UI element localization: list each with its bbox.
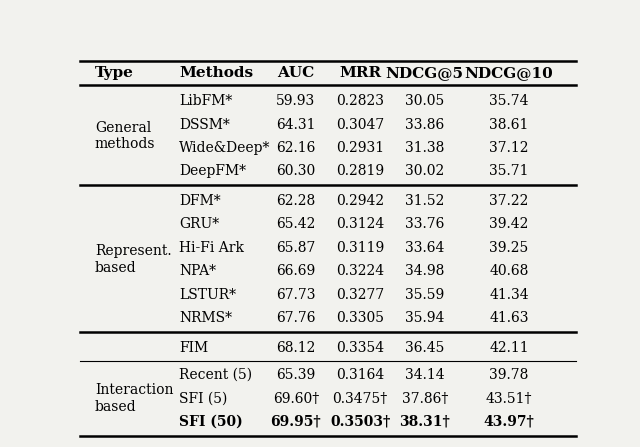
Text: Wide&Deep*: Wide&Deep*	[179, 141, 271, 155]
Text: DFM*: DFM*	[179, 194, 221, 208]
Text: 0.2942: 0.2942	[336, 194, 384, 208]
Text: 37.12: 37.12	[490, 141, 529, 155]
Text: 69.60†: 69.60†	[273, 392, 319, 405]
Text: 41.63: 41.63	[490, 311, 529, 325]
Text: Recent (5): Recent (5)	[179, 368, 252, 382]
Text: 38.31†: 38.31†	[399, 415, 450, 429]
Text: 39.25: 39.25	[490, 241, 529, 255]
Text: 33.86: 33.86	[405, 118, 444, 131]
Text: 0.2819: 0.2819	[336, 164, 384, 178]
Text: 60.30: 60.30	[276, 164, 316, 178]
Text: General
methods: General methods	[95, 121, 156, 152]
Text: 30.02: 30.02	[405, 164, 444, 178]
Text: 0.3224: 0.3224	[336, 264, 384, 278]
Text: DeepFM*: DeepFM*	[179, 164, 246, 178]
Text: DSSM*: DSSM*	[179, 118, 230, 131]
Text: 37.22: 37.22	[490, 194, 529, 208]
Text: GRU*: GRU*	[179, 217, 220, 232]
Text: 33.76: 33.76	[405, 217, 444, 232]
Text: 43.97†: 43.97†	[484, 415, 534, 429]
Text: 0.3119: 0.3119	[336, 241, 385, 255]
Text: 0.3354: 0.3354	[336, 341, 384, 354]
Text: Interaction
based: Interaction based	[95, 384, 173, 413]
Text: 35.71: 35.71	[490, 164, 529, 178]
Text: 35.74: 35.74	[490, 94, 529, 108]
Text: AUC: AUC	[277, 66, 314, 80]
Text: 31.52: 31.52	[405, 194, 444, 208]
Text: 37.86†: 37.86†	[401, 392, 448, 405]
Text: Hi-Fi Ark: Hi-Fi Ark	[179, 241, 244, 255]
Text: NDCG@10: NDCG@10	[465, 66, 554, 80]
Text: Methods: Methods	[179, 66, 253, 80]
Text: 0.3164: 0.3164	[336, 368, 385, 382]
Text: 38.61: 38.61	[490, 118, 529, 131]
Text: 42.11: 42.11	[489, 341, 529, 354]
Text: 39.78: 39.78	[490, 368, 529, 382]
Text: 31.38: 31.38	[405, 141, 444, 155]
Text: NDCG@5: NDCG@5	[386, 66, 464, 80]
Text: 68.12: 68.12	[276, 341, 316, 354]
Text: 0.3047: 0.3047	[336, 118, 385, 131]
Text: 0.3475†: 0.3475†	[333, 392, 388, 405]
Text: 66.69: 66.69	[276, 264, 316, 278]
Text: LSTUR*: LSTUR*	[179, 287, 236, 302]
Text: 34.98: 34.98	[405, 264, 444, 278]
Text: 0.3305: 0.3305	[336, 311, 384, 325]
Text: 30.05: 30.05	[405, 94, 444, 108]
Text: 0.2931: 0.2931	[336, 141, 384, 155]
Text: SFI (5): SFI (5)	[179, 392, 228, 405]
Text: 36.45: 36.45	[405, 341, 444, 354]
Text: 41.34: 41.34	[489, 287, 529, 302]
Text: 59.93: 59.93	[276, 94, 316, 108]
Text: LibFM*: LibFM*	[179, 94, 232, 108]
Text: 40.68: 40.68	[490, 264, 529, 278]
Text: FIM: FIM	[179, 341, 209, 354]
Text: 34.14: 34.14	[405, 368, 445, 382]
Text: 65.87: 65.87	[276, 241, 316, 255]
Text: 65.42: 65.42	[276, 217, 316, 232]
Text: 43.51†: 43.51†	[486, 392, 532, 405]
Text: NRMS*: NRMS*	[179, 311, 232, 325]
Text: 0.2823: 0.2823	[336, 94, 384, 108]
Text: 67.76: 67.76	[276, 311, 316, 325]
Text: 33.64: 33.64	[405, 241, 444, 255]
Text: MRR: MRR	[339, 66, 381, 80]
Text: 39.42: 39.42	[490, 217, 529, 232]
Text: 35.94: 35.94	[405, 311, 444, 325]
Text: SFI (50): SFI (50)	[179, 415, 243, 429]
Text: 62.28: 62.28	[276, 194, 316, 208]
Text: 0.3277: 0.3277	[336, 287, 385, 302]
Text: 65.39: 65.39	[276, 368, 316, 382]
Text: NPA*: NPA*	[179, 264, 216, 278]
Text: 35.59: 35.59	[405, 287, 444, 302]
Text: 62.16: 62.16	[276, 141, 316, 155]
Text: Type: Type	[95, 66, 134, 80]
Text: 0.3124: 0.3124	[336, 217, 385, 232]
Text: 69.95†: 69.95†	[271, 415, 321, 429]
Text: 0.3503†: 0.3503†	[330, 415, 390, 429]
Text: 67.73: 67.73	[276, 287, 316, 302]
Text: Represent.
based: Represent. based	[95, 245, 172, 274]
Text: 64.31: 64.31	[276, 118, 316, 131]
